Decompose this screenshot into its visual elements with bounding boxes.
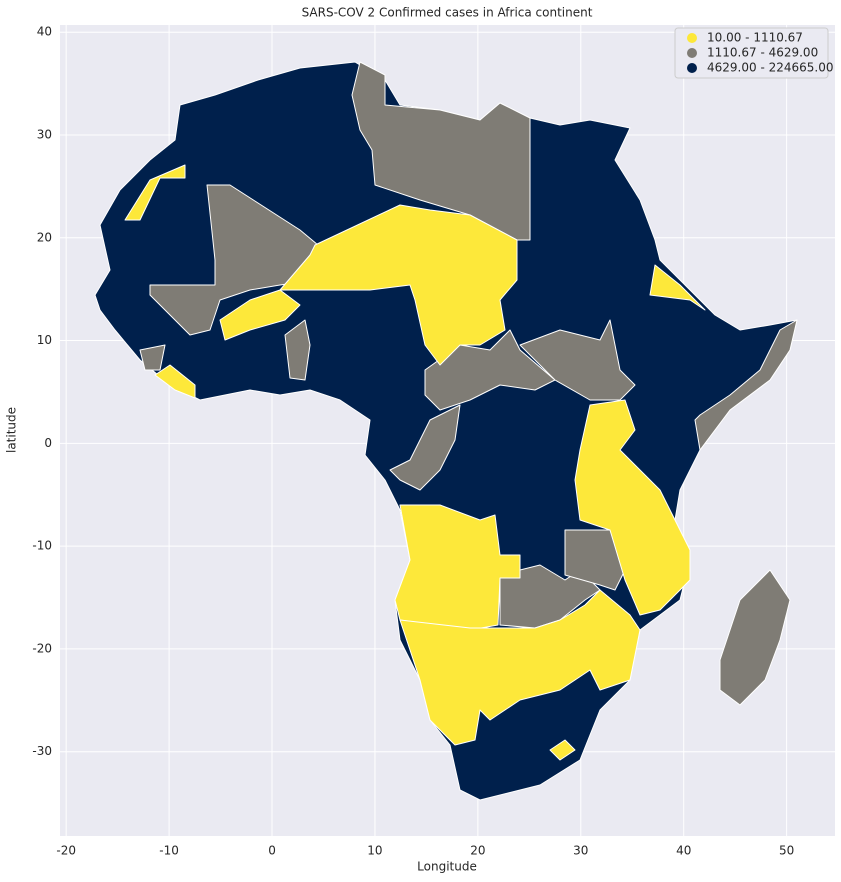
country xyxy=(574,399,691,616)
country xyxy=(389,404,461,491)
y-tick-label: 40 xyxy=(37,25,52,39)
legend-marker xyxy=(687,33,697,43)
country xyxy=(399,589,641,746)
country xyxy=(719,569,791,706)
country xyxy=(279,204,518,366)
country xyxy=(694,319,798,451)
legend-label: 4629.00 - 224665.00 xyxy=(707,61,833,75)
country xyxy=(519,319,636,401)
chart-title: SARS-COV 2 Confirmed cases in Africa con… xyxy=(302,6,593,20)
legend-label: 10.00 - 1110.67 xyxy=(707,31,803,45)
country xyxy=(149,184,319,336)
y-axis-label: latitude xyxy=(5,407,19,453)
country xyxy=(649,264,706,311)
legend-marker xyxy=(687,48,697,58)
y-tick-label: 20 xyxy=(37,230,52,244)
country xyxy=(124,164,186,221)
legend-label: 1110.67 - 4629.00 xyxy=(707,46,818,60)
country xyxy=(424,329,556,411)
country xyxy=(139,344,166,371)
country xyxy=(284,319,311,381)
y-tick-label: -20 xyxy=(32,641,52,655)
map xyxy=(94,61,798,801)
x-tick-label: 0 xyxy=(268,844,276,858)
y-tick-label: -10 xyxy=(32,539,52,553)
x-tick-label: 40 xyxy=(676,844,691,858)
y-tick-label: -30 xyxy=(32,744,52,758)
country xyxy=(499,564,601,629)
x-tick-label: 10 xyxy=(367,844,382,858)
country xyxy=(549,739,576,761)
x-tick-label: 50 xyxy=(779,844,794,858)
x-tick-label: 20 xyxy=(470,844,485,858)
legend-box xyxy=(674,27,829,79)
country xyxy=(154,364,196,399)
x-tick-label: 30 xyxy=(573,844,588,858)
country xyxy=(219,289,301,341)
x-axis-label: Longitude xyxy=(417,860,477,874)
country xyxy=(394,504,521,631)
y-tick-label: 0 xyxy=(44,436,52,450)
x-tick-label: -10 xyxy=(159,844,179,858)
y-tick-label: 10 xyxy=(37,333,52,347)
y-tick-label: 30 xyxy=(37,127,52,141)
x-tick-label: -20 xyxy=(56,844,76,858)
country xyxy=(351,61,531,241)
legend-marker xyxy=(687,63,697,73)
